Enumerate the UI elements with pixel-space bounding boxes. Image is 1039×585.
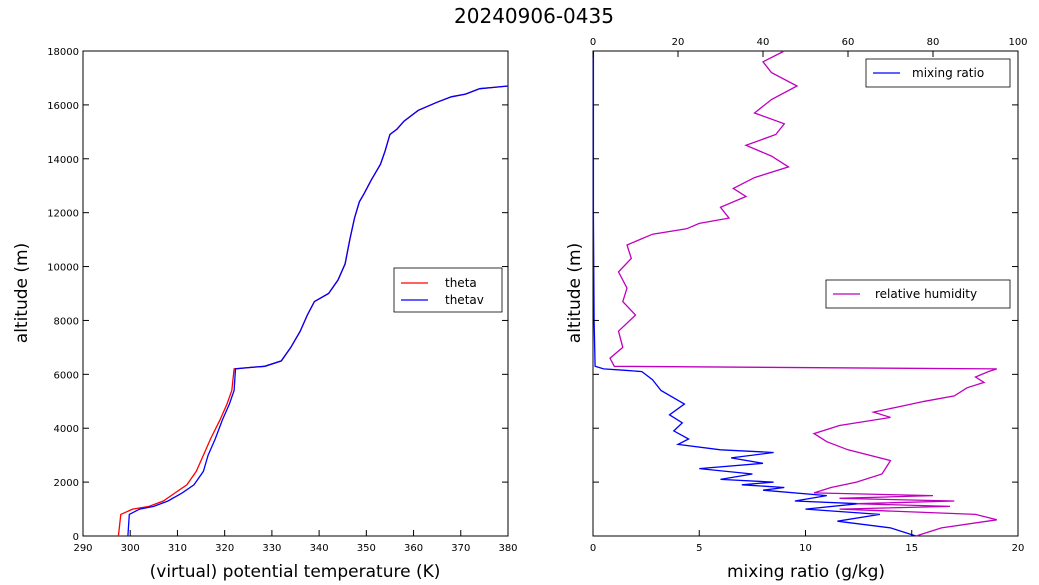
legend-theta-label: theta (445, 276, 477, 290)
series-line-relative-humidity (609, 50, 997, 537)
mixing-ratio-plot: 0 5 10 15 20 0 20 40 60 80 100 mixing ratio (g/kg… (565, 37, 1028, 582)
relative-humidity-legend: relative humidity (825, 279, 1011, 309)
x-tick-label: 60 (842, 37, 855, 48)
x-tick-label: 15 (905, 543, 918, 554)
legend-mixing-ratio-label: mixing ratio (912, 66, 984, 80)
theta-plot: 290 300 310 320 330 340 350 360 370 380 0 2000 4000… (12, 47, 518, 582)
x-tick-label: 10 (799, 543, 812, 554)
series-line-mixing-ratio (592, 51, 917, 537)
x-tick-label: 370 (451, 543, 470, 554)
theta-plot-xlabel: (virtual) potential temperature (K) (150, 562, 441, 582)
figure-title: 20240906-0435 (454, 4, 614, 28)
legend-thetav-label: thetav (445, 293, 484, 307)
y-tick-label: 10000 (47, 263, 79, 274)
x-tick-label: 20 (672, 37, 685, 48)
y-tick-label: 16000 (47, 101, 79, 112)
x-tick-label: 340 (310, 543, 329, 554)
x-tick-label: 320 (215, 543, 234, 554)
y-tick-label: 2000 (54, 478, 79, 489)
y-tick-label: 18000 (47, 47, 79, 58)
y-tick-label: 12000 (47, 209, 79, 220)
x-tick-label: 5 (696, 543, 702, 554)
series-line-thetav (127, 85, 509, 537)
legend-relative-humidity-label: relative humidity (875, 287, 977, 301)
theta-legend-box (393, 267, 503, 313)
theta-legend: theta thetav (393, 267, 503, 313)
x-tick-label: 80 (927, 37, 940, 48)
mixing-ratio-legend: mixing ratio (865, 58, 1011, 88)
x-tick-label: 290 (73, 543, 92, 554)
y-tick-label: 0 (73, 532, 79, 543)
theta-plot-frame (82, 50, 509, 537)
x-tick-label: 380 (498, 543, 517, 554)
y-tick-label: 4000 (54, 424, 79, 435)
x-tick-label: 20 (1012, 543, 1025, 554)
y-tick-label: 6000 (54, 370, 79, 381)
mixing-ratio-xlabel: mixing ratio (g/kg) (727, 562, 885, 582)
x-tick-label: 310 (168, 543, 187, 554)
x-tick-label: 100 (1008, 37, 1027, 48)
y-tick-label: 14000 (47, 155, 79, 166)
x-tick-label: 0 (590, 37, 596, 48)
x-tick-label: 0 (590, 543, 596, 554)
x-tick-label: 300 (121, 543, 140, 554)
y-tick-label: 8000 (54, 316, 79, 327)
theta-plot-ylabel: altitude (m) (12, 243, 32, 343)
x-tick-label: 40 (757, 37, 770, 48)
x-tick-label: 350 (357, 543, 376, 554)
x-tick-label: 330 (262, 543, 281, 554)
mixing-ratio-ylabel: altitude (m) (565, 243, 585, 343)
x-tick-label: 360 (404, 543, 423, 554)
